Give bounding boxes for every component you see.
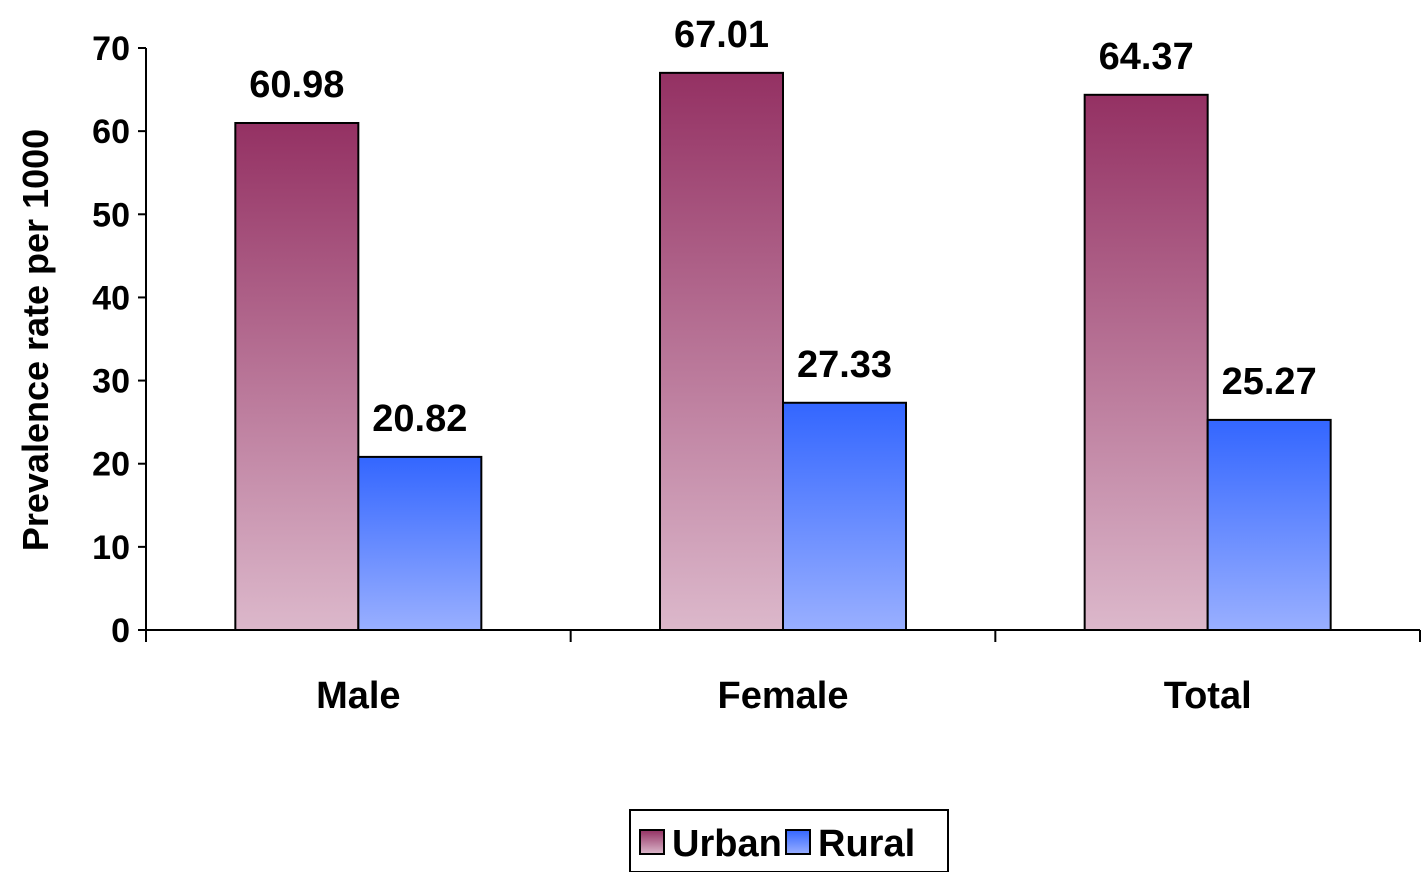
y-axis-title: Prevalence rate per 1000: [15, 129, 56, 551]
x-axis: Male Female Total: [145, 629, 1421, 717]
legend-swatch-rural: [785, 829, 811, 855]
x-tick-label-total: Total: [1164, 675, 1252, 717]
data-label-rural-total: 25.27: [1222, 361, 1317, 403]
y-axis: 0 10 20 30 40 50 60 70: [92, 30, 147, 650]
data-label-rural-male: 20.82: [372, 398, 467, 440]
y-tick-label: 70: [92, 30, 130, 68]
y-tick-label: 60: [92, 113, 130, 151]
bar-urban-total: [1083, 93, 1209, 631]
legend: Urban Rural: [629, 809, 949, 872]
x-tick-label-female: Female: [718, 675, 849, 717]
y-tick-label: 20: [92, 446, 130, 484]
y-tick-label: 30: [92, 363, 130, 401]
bar-rural-total: [1206, 418, 1332, 632]
data-labels: 60.98 20.82 67.01 27.33 64.37 25.27: [249, 14, 1316, 440]
y-tick-label: 50: [92, 196, 130, 234]
y-tick-label: 0: [111, 612, 130, 650]
legend-swatch-urban: [639, 829, 665, 855]
data-label-rural-female: 27.33: [797, 344, 892, 386]
legend-label-rural: Rural: [818, 823, 915, 865]
bar-urban-female: [659, 71, 784, 631]
y-tick-label: 10: [92, 529, 130, 567]
bar-rural-male: [357, 455, 483, 631]
y-tick-label: 40: [92, 279, 130, 317]
data-label-urban-male: 60.98: [249, 64, 344, 106]
bars: [234, 71, 1332, 632]
bar-rural-female: [782, 401, 907, 631]
data-label-urban-female: 67.01: [674, 14, 769, 56]
x-tick-label-male: Male: [316, 675, 400, 717]
legend-label-urban: Urban: [672, 823, 782, 865]
data-label-urban-total: 64.37: [1099, 36, 1194, 78]
bar-urban-male: [234, 121, 360, 632]
